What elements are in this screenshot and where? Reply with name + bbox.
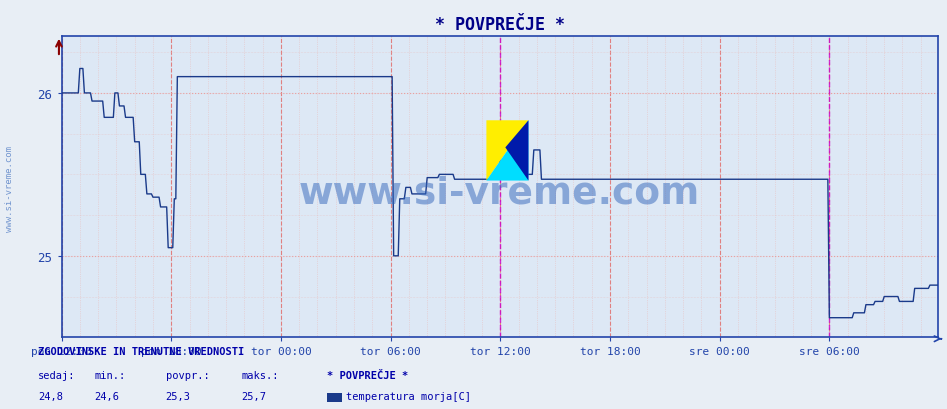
Text: min.:: min.: [95,370,126,380]
Polygon shape [487,121,528,181]
Title: * POVPREČJE *: * POVPREČJE * [435,16,564,34]
Text: www.si-vreme.com: www.si-vreme.com [299,175,700,211]
Text: 25,3: 25,3 [166,391,190,401]
Text: maks.:: maks.: [241,370,279,380]
Text: sedaj:: sedaj: [38,370,76,380]
Text: 25,7: 25,7 [241,391,266,401]
Text: temperatura morja[C]: temperatura morja[C] [346,391,471,401]
Text: www.si-vreme.com: www.si-vreme.com [5,145,14,231]
Text: povpr.:: povpr.: [166,370,209,380]
Text: ZGODOVINSKE IN TRENUTNE VREDNOSTI: ZGODOVINSKE IN TRENUTNE VREDNOSTI [38,346,244,356]
Text: 24,8: 24,8 [38,391,63,401]
Text: 24,6: 24,6 [95,391,119,401]
Polygon shape [506,121,528,181]
Polygon shape [487,121,528,181]
Text: * POVPREČJE *: * POVPREČJE * [327,370,408,380]
